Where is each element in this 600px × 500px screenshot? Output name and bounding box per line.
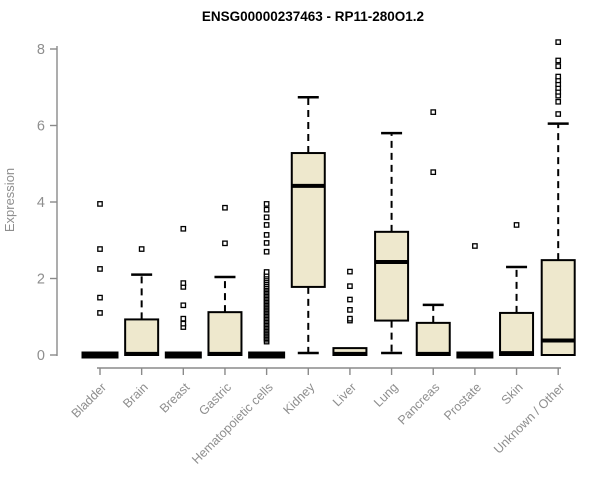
x-category-label: Bladder: [69, 380, 109, 420]
flat-zero-box: [456, 351, 494, 359]
x-category-label: Unknown / Other: [491, 380, 567, 456]
x-category-label: Skin: [499, 380, 526, 407]
outlier-point: [263, 222, 270, 228]
flat-zero-box: [248, 351, 286, 359]
outlier-point: [347, 307, 353, 313]
box-unknown-other: [540, 39, 576, 357]
outlier-point: [97, 246, 103, 252]
outlier-point: [347, 268, 353, 275]
x-category-label: Gastric: [196, 380, 234, 418]
box-skin: [499, 222, 535, 356]
outlier-point: [263, 214, 270, 221]
outlier-point: [97, 294, 103, 301]
y-tick-label: 2: [37, 272, 45, 288]
outlier-point: [555, 57, 562, 64]
outlier-point: [180, 225, 187, 232]
box: [124, 318, 160, 356]
x-category-label: Breast: [157, 380, 193, 416]
box-liver: [332, 268, 368, 356]
outlier-point: [222, 240, 228, 247]
outlier-point: [347, 315, 353, 322]
x-category-label: Hematopoietic cells: [189, 380, 276, 467]
x-category-label: Brain: [120, 380, 151, 411]
x-category-label: Pancreas: [395, 380, 442, 427]
box-prostate: [456, 243, 494, 359]
box-hematopoietic-cells: [248, 201, 286, 359]
outlier-point: [263, 248, 270, 255]
box: [290, 152, 326, 288]
outlier-point: [180, 320, 187, 327]
outlier-point: [263, 201, 270, 207]
y-tick-label: 4: [37, 195, 45, 211]
box: [415, 321, 451, 356]
y-tick-label: 0: [37, 348, 45, 364]
box: [499, 311, 535, 356]
outlier-point: [180, 315, 187, 322]
y-tick-label: 6: [37, 119, 45, 135]
plot-area: [81, 39, 576, 359]
box: [374, 230, 410, 322]
outlier-point: [180, 280, 187, 286]
outlier-point: [263, 240, 270, 246]
box-brain: [124, 246, 160, 356]
outlier-point: [555, 63, 562, 70]
outlier-point: [472, 243, 478, 249]
outlier-point: [263, 206, 270, 213]
outlier-point: [97, 266, 103, 272]
box: [207, 311, 243, 357]
box-bladder: [81, 201, 119, 359]
outlier-point: [555, 39, 562, 45]
outlier-point: [347, 296, 353, 303]
y-tick-label: 8: [37, 42, 45, 58]
outlier-point: [513, 222, 520, 228]
y-axis-label: Expression: [2, 168, 17, 232]
x-category-label: Kidney: [280, 380, 317, 417]
outlier-point: [180, 302, 187, 309]
box-pancreas: [415, 109, 451, 356]
box-breast: [164, 225, 202, 359]
x-category-label: Prostate: [441, 380, 484, 423]
outlier-point: [263, 269, 270, 275]
outlier-point: [138, 246, 145, 252]
outlier-point: [263, 232, 270, 238]
outlier-point: [555, 98, 562, 105]
outlier-point: [97, 201, 103, 207]
outlier-point: [97, 310, 103, 316]
box-gastric: [207, 204, 243, 357]
flat-zero-box: [164, 351, 202, 359]
flat-zero-box: [81, 351, 119, 359]
box-kidney: [290, 95, 326, 355]
x-category-label: Liver: [330, 380, 359, 409]
box-lung: [374, 131, 410, 355]
outlier-point: [222, 204, 228, 211]
x-category-label: Lung: [371, 380, 401, 410]
outlier-point: [430, 169, 437, 176]
outlier-point: [555, 73, 562, 80]
outlier-point: [555, 111, 562, 117]
outlier-point: [430, 109, 437, 115]
outlier-point: [347, 283, 353, 290]
chart-title: ENSG00000237463 - RP11-280O1.2: [202, 9, 424, 24]
